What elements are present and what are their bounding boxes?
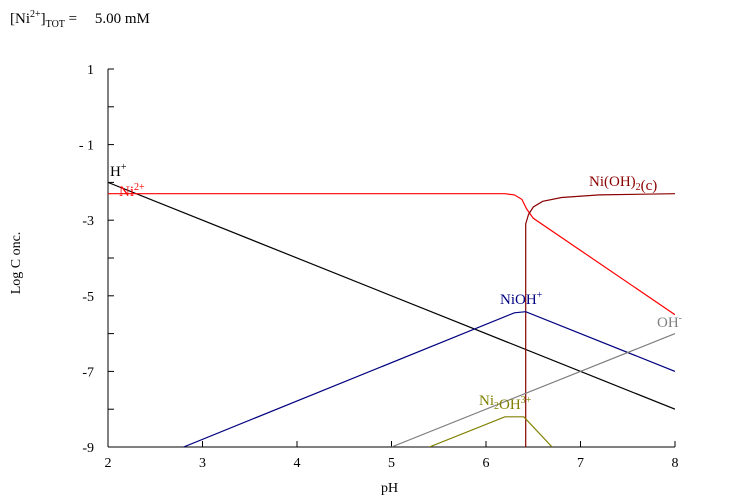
series-line-5 bbox=[429, 416, 553, 447]
series-line-0 bbox=[108, 181, 675, 410]
y-tick-label: -5 bbox=[82, 290, 94, 305]
total-concentration-label: [Ni2+]TOT = 5.00 mM bbox=[10, 9, 150, 30]
total-concentration-label-charge: 2+ bbox=[30, 9, 41, 20]
x-tick-label: 3 bbox=[199, 456, 206, 471]
series-line-2 bbox=[525, 193, 675, 447]
series-label-1: Ni2+ bbox=[119, 182, 145, 200]
total-concentration-equals: = bbox=[64, 11, 81, 27]
x-axis-label: pH bbox=[381, 481, 398, 496]
series-group bbox=[108, 181, 675, 447]
y-axis-label: Log C onc. bbox=[9, 232, 24, 295]
x-tick-label: 7 bbox=[577, 456, 584, 471]
series-line-1 bbox=[108, 193, 675, 316]
series-label-0: H+ bbox=[110, 162, 127, 180]
x-tick-label: 2 bbox=[105, 456, 112, 471]
x-tick-label: 4 bbox=[294, 456, 301, 471]
series-label-5: Ni2OH3+ bbox=[479, 393, 532, 413]
series-line-3 bbox=[183, 311, 675, 447]
y-tick-label: -7 bbox=[82, 365, 94, 380]
total-concentration-value: 5.00 mM bbox=[94, 11, 150, 27]
total-concentration-label-close: ] bbox=[40, 11, 46, 27]
total-concentration-label-subscript: TOT bbox=[45, 19, 65, 30]
series-label-3: NiOH+ bbox=[500, 290, 543, 308]
x-tick-label: 5 bbox=[388, 456, 395, 471]
y-tick-label: - 1 bbox=[79, 139, 94, 154]
total-concentration-label-open: [Ni bbox=[10, 11, 30, 27]
series-line-4 bbox=[391, 333, 675, 447]
x-tick-label: 6 bbox=[483, 456, 490, 471]
series-label-4: OH- bbox=[657, 313, 682, 331]
y-tick-label: -3 bbox=[82, 214, 94, 229]
x-tick-label: 8 bbox=[672, 456, 679, 471]
y-tick-label: 1 bbox=[87, 63, 94, 78]
y-tick-label: -9 bbox=[82, 441, 94, 456]
series-label-2: Ni(OH)2(c) bbox=[589, 174, 657, 194]
